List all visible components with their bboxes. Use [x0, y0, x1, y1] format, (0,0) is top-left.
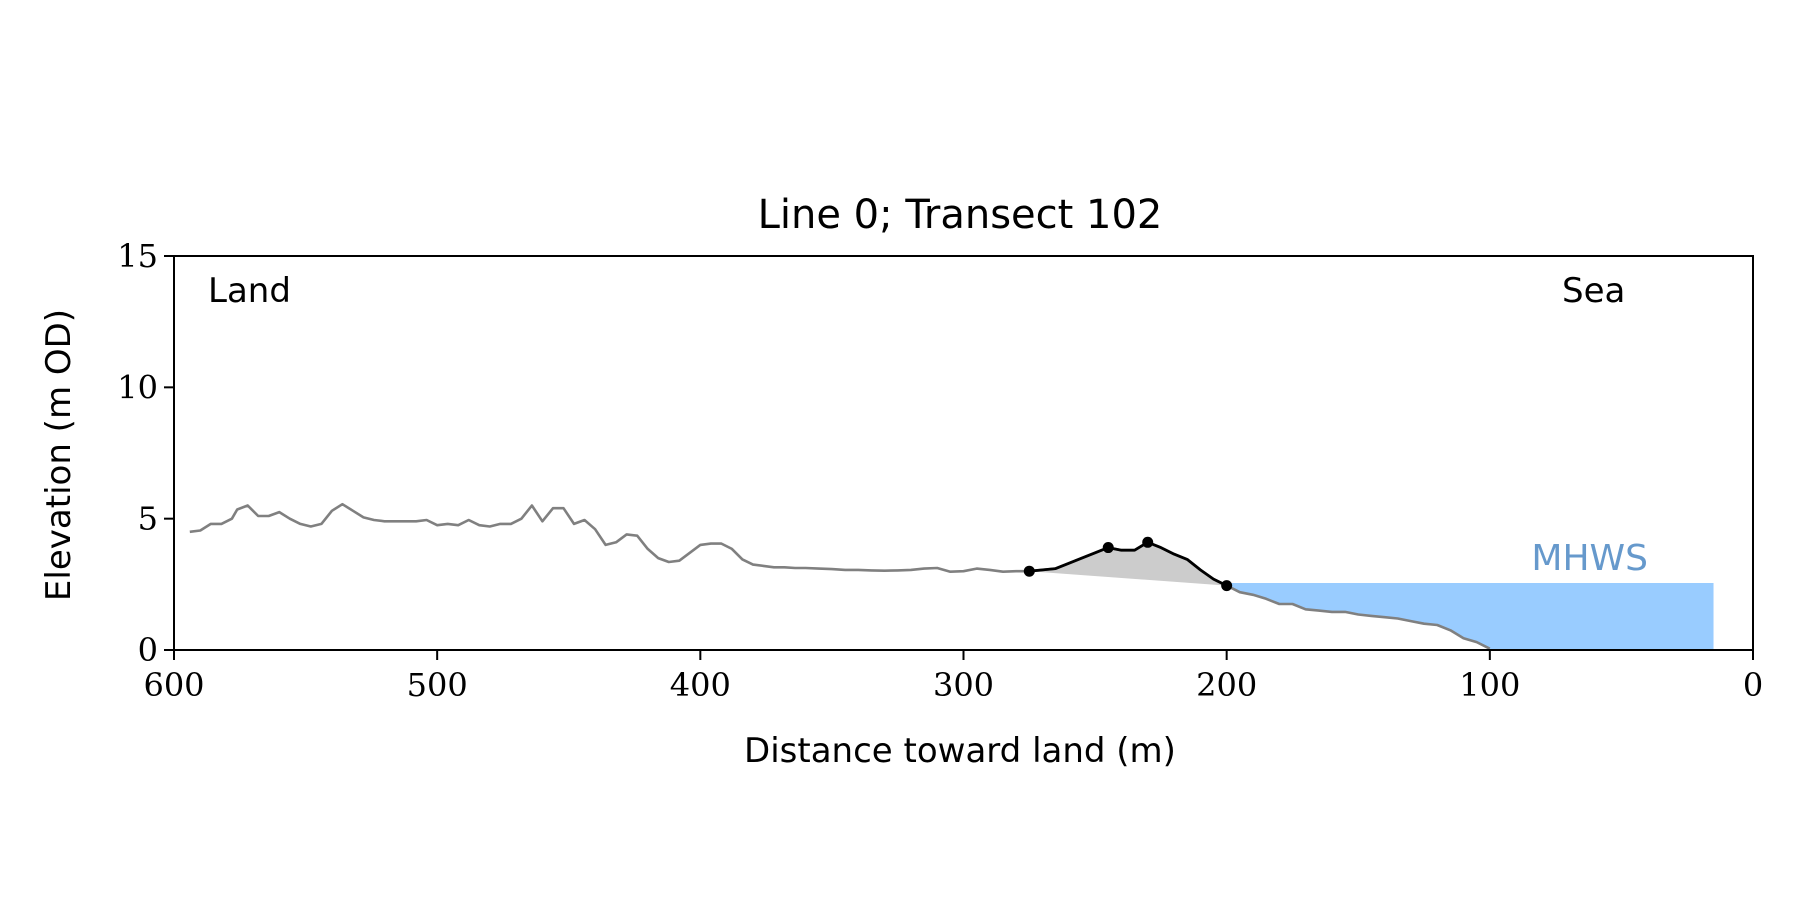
y-tick-label: 0 [138, 631, 158, 669]
x-axis-label: Distance toward land (m) [744, 731, 1176, 771]
sea-annotation: Sea [1562, 271, 1625, 311]
chart-title: Line 0; Transect 102 [758, 192, 1163, 238]
x-tick-label: 0 [1743, 666, 1763, 704]
x-tick-label: 300 [933, 666, 994, 704]
y-tick-label: 15 [117, 237, 158, 275]
profile-series-line [189, 502, 1491, 650]
x-tick-label: 600 [143, 666, 204, 704]
dune-series-line [1029, 540, 1228, 587]
sea-area [1226, 583, 1714, 650]
dune-point [1221, 580, 1233, 592]
y-tick-label: 5 [138, 500, 158, 538]
land-annotation: Land [208, 271, 291, 311]
axis-layer: 600 500 400 300 200 100 0 0 5 10 15 [117, 237, 1763, 704]
dune-volume-fill [1029, 542, 1227, 586]
point-layer [1023, 536, 1233, 592]
x-tick-label: 100 [1459, 666, 1520, 704]
fill-layer [1029, 542, 1714, 650]
x-tick-label: 400 [670, 666, 731, 704]
dune-point [1102, 542, 1114, 554]
dune-point [1023, 565, 1035, 577]
line-layer [189, 502, 1491, 650]
mhws-label: MHWS [1531, 538, 1648, 579]
y-tick-label: 10 [117, 368, 158, 406]
x-tick-label: 500 [407, 666, 468, 704]
dune-point [1142, 536, 1154, 548]
y-axis-label: Elevation (m OD) [39, 309, 79, 601]
x-tick-label: 200 [1196, 666, 1257, 704]
